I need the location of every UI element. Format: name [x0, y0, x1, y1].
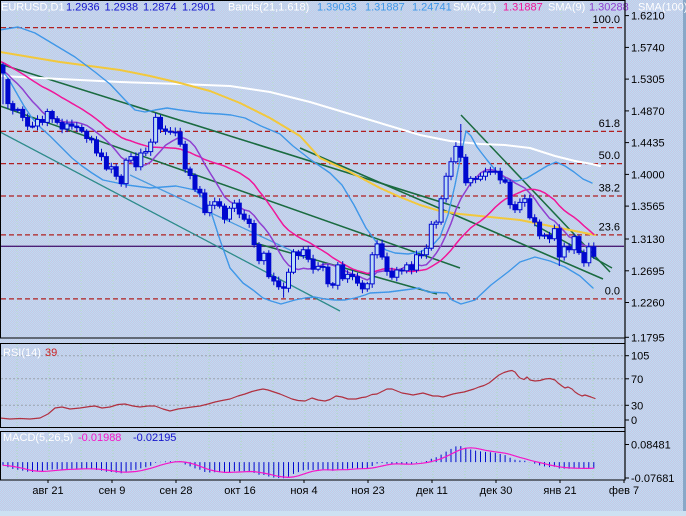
- svg-text:сен 9: сен 9: [99, 485, 126, 497]
- svg-text:1.31887: 1.31887: [503, 2, 543, 14]
- svg-text:1.5305: 1.5305: [631, 74, 665, 86]
- svg-text:1.3130: 1.3130: [631, 234, 665, 246]
- svg-text:0: 0: [631, 415, 637, 427]
- svg-text:1.2874: 1.2874: [143, 2, 177, 14]
- svg-text:1.4870: 1.4870: [631, 106, 665, 118]
- svg-text:ноя 23: ноя 23: [351, 485, 384, 497]
- svg-text:SMA(9): SMA(9): [548, 2, 585, 14]
- svg-text:1.3565: 1.3565: [631, 201, 665, 213]
- svg-text:0.0: 0.0: [605, 285, 620, 297]
- svg-text:SMA(100): SMA(100): [638, 2, 686, 14]
- svg-text:янв 21: янв 21: [543, 485, 576, 497]
- svg-text:дек 30: дек 30: [480, 485, 513, 497]
- svg-text:1.2260: 1.2260: [631, 298, 665, 310]
- svg-text:Bands(21,1.618): Bands(21,1.618): [228, 2, 309, 14]
- svg-text:сен 28: сен 28: [160, 485, 193, 497]
- svg-text:EURUSD,D1: EURUSD,D1: [1, 2, 65, 14]
- svg-text:1.4435: 1.4435: [631, 138, 665, 150]
- svg-text:1.6210: 1.6210: [631, 11, 665, 23]
- svg-text:23.6: 23.6: [599, 221, 620, 233]
- svg-text:30: 30: [631, 400, 643, 412]
- svg-text:дек 11: дек 11: [416, 485, 448, 497]
- svg-text:0.08481: 0.08481: [631, 440, 671, 452]
- svg-text:авг 21: авг 21: [32, 485, 63, 497]
- svg-text:окт 16: окт 16: [224, 485, 255, 497]
- svg-text:1.2936: 1.2936: [66, 2, 100, 14]
- svg-text:MACD(5,26,5): MACD(5,26,5): [3, 432, 73, 444]
- svg-text:50.0: 50.0: [599, 150, 620, 162]
- svg-text:1.31887: 1.31887: [365, 2, 405, 14]
- svg-text:ноя 4: ноя 4: [290, 485, 317, 497]
- svg-text:-0.07681: -0.07681: [631, 473, 674, 485]
- svg-text:39: 39: [45, 347, 57, 359]
- svg-text:70: 70: [631, 374, 643, 386]
- svg-text:-0.01988: -0.01988: [78, 432, 121, 444]
- svg-text:1.1795: 1.1795: [631, 332, 665, 344]
- svg-text:1.2695: 1.2695: [631, 266, 665, 278]
- svg-text:1.24741: 1.24741: [412, 2, 452, 14]
- svg-text:RSI(14): RSI(14): [3, 347, 41, 359]
- svg-text:100.0: 100.0: [592, 14, 620, 26]
- svg-text:105: 105: [631, 351, 649, 363]
- svg-text:1.30288: 1.30288: [589, 2, 629, 14]
- svg-text:фев 7: фев 7: [609, 485, 639, 497]
- svg-text:1.5740: 1.5740: [631, 42, 665, 54]
- svg-text:SMA(21): SMA(21): [453, 2, 496, 14]
- svg-text:-0.02195: -0.02195: [133, 432, 176, 444]
- svg-text:1.2901: 1.2901: [182, 2, 216, 14]
- svg-text:1.4000: 1.4000: [631, 169, 665, 181]
- svg-text:61.8: 61.8: [599, 118, 620, 130]
- svg-text:1.2938: 1.2938: [105, 2, 139, 14]
- svg-text:1.39033: 1.39033: [317, 2, 357, 14]
- svg-text:38.2: 38.2: [599, 183, 620, 195]
